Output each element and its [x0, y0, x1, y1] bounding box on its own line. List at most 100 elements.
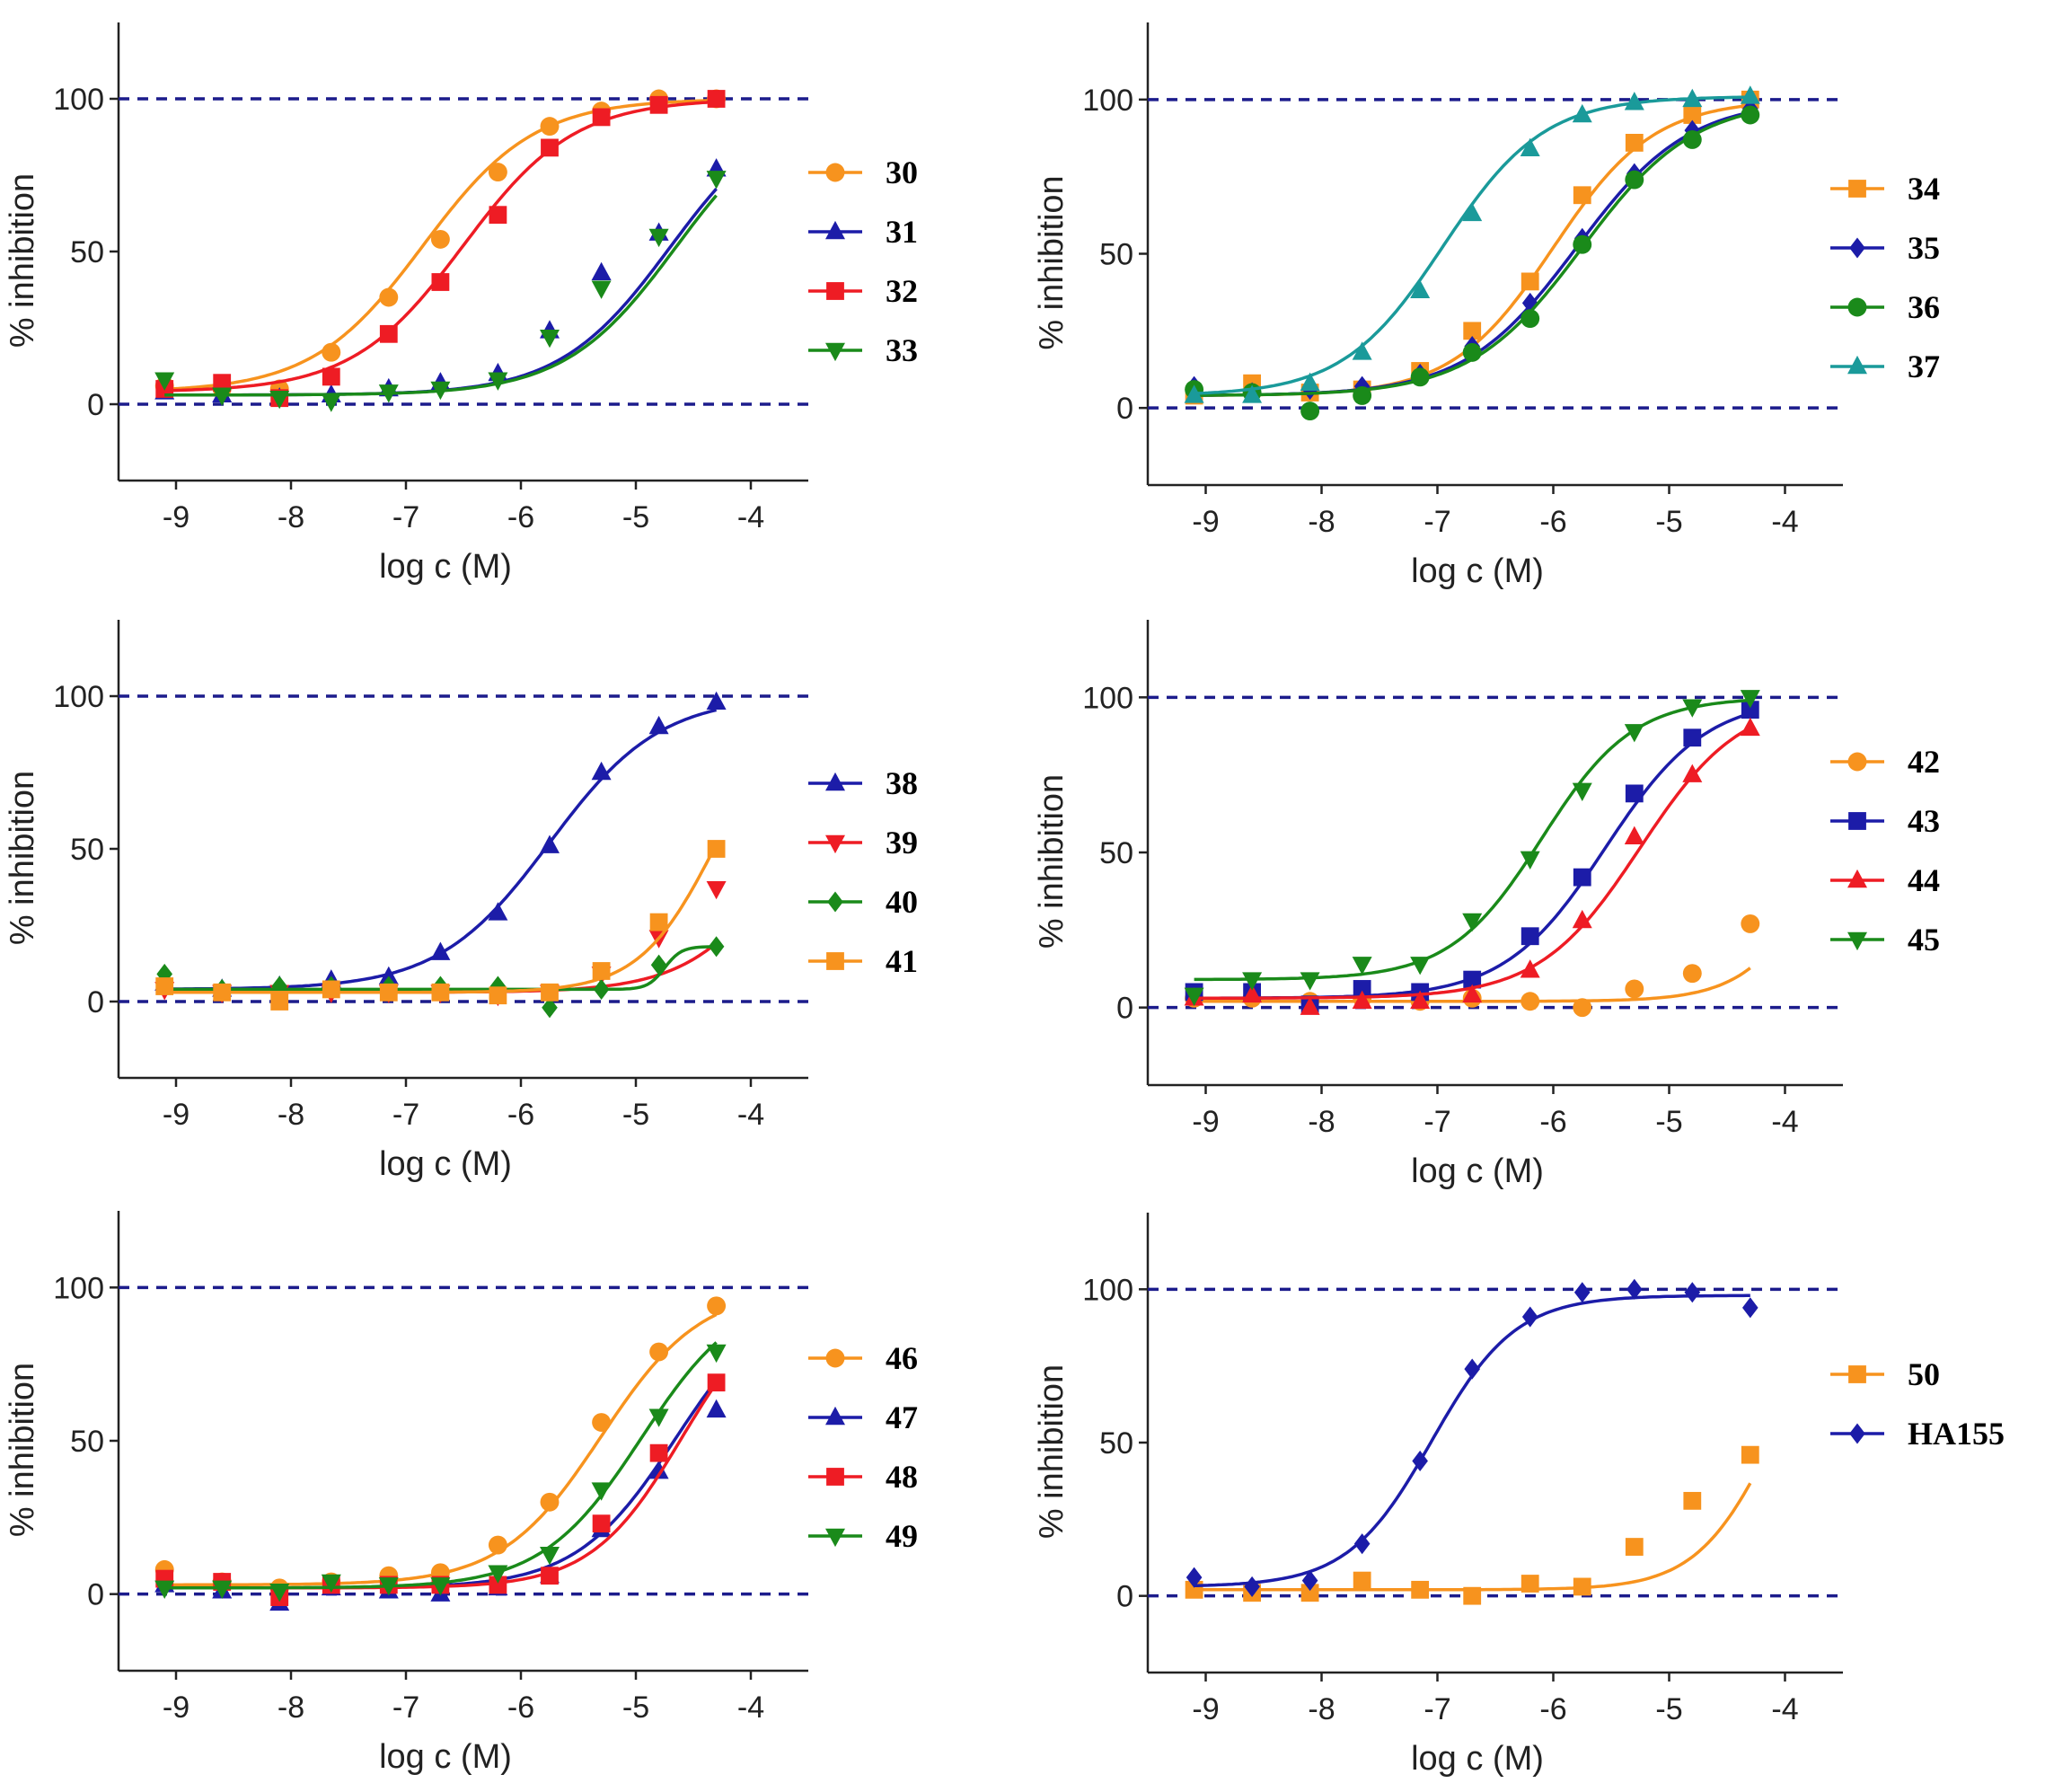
data-point-35: [1521, 292, 1538, 313]
chart-panel-middle-right: 0 50 100 -9 -8 -7 -6 -5 -4 log c (M) % inhibition 4…: [1033, 620, 1940, 1190]
legend-marker-32: [826, 282, 844, 300]
chart-panel-top-left: 0 50 100 -9 -8 -7 -6 -5 -4 log c (M) % inhibition 3…: [4, 22, 918, 586]
data-point-37: [1352, 341, 1372, 360]
data-point-42: [1625, 979, 1644, 999]
data-point-43: [1573, 868, 1591, 887]
data-point-30: [488, 163, 507, 182]
data-point-47: [706, 1399, 727, 1418]
legend-label-30: 30: [886, 154, 918, 190]
data-point-49: [430, 1577, 451, 1596]
data-point-32: [322, 367, 340, 386]
data-point-45: [1572, 782, 1592, 802]
data-point-49: [648, 1408, 669, 1427]
data-point-50: [1521, 1575, 1539, 1593]
data-point-43: [1625, 784, 1644, 803]
series-line-50: [1194, 1482, 1752, 1592]
x-tick-label: -8: [278, 1690, 304, 1725]
data-point-HA155: [1244, 1576, 1260, 1597]
data-point-34: [1573, 186, 1591, 205]
x-tick-label: -4: [1771, 1692, 1798, 1726]
data-point-50: [1625, 1538, 1644, 1556]
data-point-41: [379, 983, 398, 1002]
legend-label-37: 37: [1908, 349, 1940, 384]
data-point-42: [1573, 998, 1592, 1018]
data-point-33: [648, 228, 669, 248]
legend-marker-38: [825, 772, 845, 791]
data-point-37: [1300, 372, 1320, 391]
data-point-33: [488, 372, 508, 391]
x-tick-label: -4: [737, 1098, 764, 1132]
x-tick-label: -4: [737, 500, 764, 534]
legend-marker-48: [826, 1468, 844, 1486]
legend-label-31: 31: [886, 214, 918, 250]
data-point-31: [591, 261, 612, 281]
data-point-38: [591, 761, 612, 781]
legend-label-50: 50: [1908, 1356, 1940, 1392]
x-tick-label: -6: [1539, 1105, 1566, 1139]
data-point-36: [1625, 170, 1644, 190]
x-axis-label: log c (M): [379, 1738, 512, 1776]
data-point-45: [1520, 851, 1540, 870]
legend-marker-40: [827, 891, 843, 913]
data-point-37: [1624, 92, 1644, 110]
y-axis-label: % inhibition: [4, 1363, 41, 1537]
series-line-44: [1194, 726, 1751, 1001]
data-point-41: [707, 840, 726, 858]
data-point-32: [489, 206, 507, 225]
data-point-44: [1740, 717, 1760, 737]
data-point-50: [1741, 1445, 1759, 1464]
x-tick-label: -8: [1308, 1692, 1335, 1726]
data-point-49: [321, 1574, 341, 1593]
data-point-38: [706, 691, 727, 711]
data-point-41: [489, 986, 507, 1005]
legend-marker-46: [825, 1348, 845, 1368]
x-tick-label: -7: [392, 500, 419, 534]
x-tick-label: -9: [1192, 1692, 1219, 1726]
legend-label-46: 46: [886, 1340, 918, 1376]
x-tick-label: -6: [507, 1690, 534, 1725]
x-tick-label: -9: [163, 1690, 190, 1725]
data-point-43: [1683, 728, 1702, 747]
data-point-38: [540, 834, 560, 853]
series-line-31: [164, 188, 718, 397]
x-tick-label: -7: [1424, 1692, 1450, 1726]
data-point-32: [649, 95, 668, 114]
data-point-45: [1184, 987, 1204, 1006]
data-point-46: [592, 1413, 612, 1432]
data-point-49: [378, 1577, 399, 1596]
data-point-34: [1463, 322, 1482, 340]
y-tick-label: 100: [1082, 681, 1133, 715]
data-point-34: [1625, 134, 1644, 152]
data-point-HA155: [1464, 1358, 1480, 1380]
data-point-43: [1353, 980, 1371, 998]
data-point-32: [707, 90, 726, 108]
data-point-44: [1410, 990, 1431, 1010]
data-point-30: [322, 342, 341, 362]
y-axis-label: % inhibition: [1033, 175, 1071, 349]
y-tick-label: 100: [53, 680, 104, 714]
legend-label-HA155: HA155: [1908, 1416, 2005, 1452]
data-point-HA155: [1684, 1282, 1701, 1303]
data-point-HA155: [1742, 1297, 1759, 1319]
y-axis-label: % inhibition: [1033, 1364, 1071, 1539]
data-point-45: [1410, 957, 1431, 975]
x-tick-label: -8: [278, 1098, 304, 1132]
data-point-36: [1741, 105, 1760, 125]
y-tick-label: 50: [70, 833, 104, 867]
data-point-HA155: [1573, 1282, 1591, 1303]
legend-marker-31: [825, 220, 845, 240]
y-tick-label: 50: [1099, 836, 1133, 870]
data-point-33: [430, 381, 451, 401]
data-point-44: [1242, 984, 1263, 1003]
x-axis-label: log c (M): [1411, 1740, 1544, 1778]
data-point-50: [1683, 1491, 1702, 1510]
data-point-49: [269, 1584, 290, 1602]
y-tick-label: 100: [53, 83, 104, 117]
data-point-40: [708, 936, 725, 958]
series-line-41: [164, 843, 718, 994]
data-point-42: [1741, 914, 1760, 933]
data-point-36: [1573, 234, 1592, 254]
data-point-50: [1463, 1586, 1482, 1605]
x-tick-label: -7: [392, 1690, 419, 1725]
data-point-41: [431, 983, 450, 1002]
